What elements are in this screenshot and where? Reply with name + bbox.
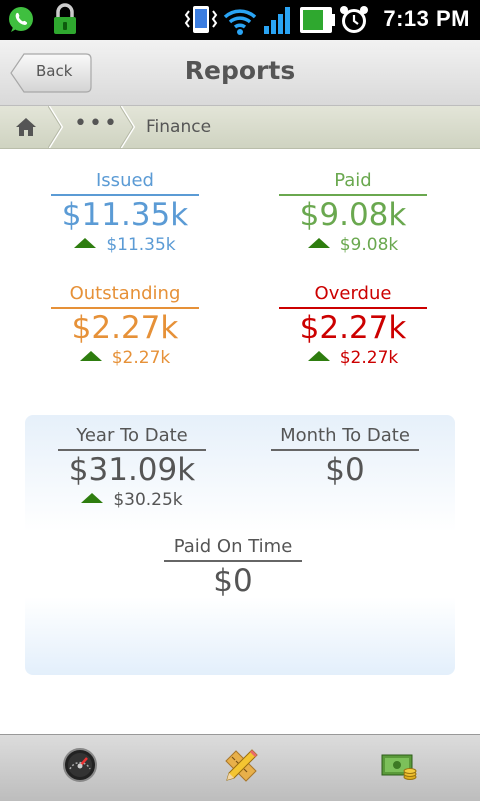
status-time: 7:13 PM <box>383 6 470 31</box>
metric-paid-on-time-value: $0 <box>213 563 253 599</box>
metric-paid-value: $9.08k <box>299 197 407 233</box>
metric-overdue-label: Overdue <box>279 283 427 309</box>
metric-issued[interactable]: Issued $11.35k $11.35k <box>51 170 199 256</box>
metric-outstanding-delta: $2.27k <box>51 347 199 369</box>
metric-overdue-value: $2.27k <box>299 310 407 346</box>
metric-paid[interactable]: Paid $9.08k $9.08k <box>279 170 427 256</box>
up-arrow-icon <box>79 351 102 361</box>
metric-outstanding-value: $2.27k <box>71 310 179 346</box>
title-bar: Back Reports <box>0 40 480 106</box>
breadcrumb-current: Finance <box>146 117 212 137</box>
up-arrow-icon <box>307 351 330 361</box>
summary-panel <box>25 415 455 675</box>
metric-overdue-delta: $2.27k <box>279 347 427 369</box>
pencil-ruler-icon <box>225 749 258 782</box>
metric-paid-delta: $9.08k <box>279 234 427 256</box>
page-title: Reports <box>184 56 296 85</box>
metric-issued-value: $11.35k <box>61 197 189 233</box>
signal-icon <box>264 7 290 34</box>
tab-dashboard[interactable] <box>0 735 160 801</box>
metric-outstanding-delta-value: $2.27k <box>111 348 171 368</box>
up-arrow-icon <box>74 238 97 248</box>
breadcrumb-separator <box>120 106 136 148</box>
metric-outstanding-label: Outstanding <box>51 283 199 309</box>
metric-overdue[interactable]: Overdue $2.27k $2.27k <box>279 283 427 369</box>
tab-tools[interactable] <box>160 735 320 801</box>
metric-paid-delta-value: $9.08k <box>339 235 399 255</box>
metric-ytd-label: Year To Date <box>58 425 206 451</box>
alarm-icon <box>340 6 368 33</box>
wifi-icon <box>223 9 257 35</box>
status-bar: 7:13 PM <box>0 0 480 40</box>
speedometer-icon <box>63 748 97 782</box>
vibrate-icon <box>184 6 218 33</box>
up-arrow-icon <box>307 238 330 248</box>
breadcrumb: ••• Finance <box>0 106 480 149</box>
metric-ytd-delta: $30.25k <box>58 489 206 511</box>
cash-icon <box>381 754 417 780</box>
back-button[interactable]: Back <box>10 53 92 93</box>
back-button-label: Back <box>36 62 73 80</box>
metric-outstanding[interactable]: Outstanding $2.27k $2.27k <box>51 283 199 369</box>
battery-icon <box>300 7 335 33</box>
metric-year-to-date[interactable]: Year To Date $31.09k $30.25k <box>58 425 206 511</box>
breadcrumb-separator <box>48 106 64 148</box>
metric-mtd-value: $0 <box>325 452 365 488</box>
metric-issued-delta: $11.35k <box>51 234 199 256</box>
metric-issued-label: Issued <box>51 170 199 196</box>
metric-paid-on-time[interactable]: Paid On Time $0 <box>164 536 302 600</box>
tab-finance[interactable] <box>320 735 480 801</box>
metric-issued-delta-value: $11.35k <box>106 235 176 255</box>
back-button-shape <box>10 53 92 93</box>
whatsapp-icon <box>9 7 33 32</box>
metric-overdue-delta-value: $2.27k <box>339 348 399 368</box>
metric-paid-on-time-label: Paid On Time <box>164 536 302 562</box>
breadcrumb-ellipsis[interactable]: ••• <box>74 111 119 136</box>
up-arrow-icon <box>81 493 104 503</box>
home-icon[interactable] <box>14 116 38 138</box>
metric-ytd-delta-value: $30.25k <box>113 490 183 510</box>
metric-paid-label: Paid <box>279 170 427 196</box>
metric-month-to-date[interactable]: Month To Date $0 <box>271 425 419 489</box>
metric-mtd-label: Month To Date <box>271 425 419 451</box>
bottom-tab-bar <box>0 734 480 801</box>
lock-icon <box>54 3 76 34</box>
metric-ytd-value: $31.09k <box>68 452 196 488</box>
